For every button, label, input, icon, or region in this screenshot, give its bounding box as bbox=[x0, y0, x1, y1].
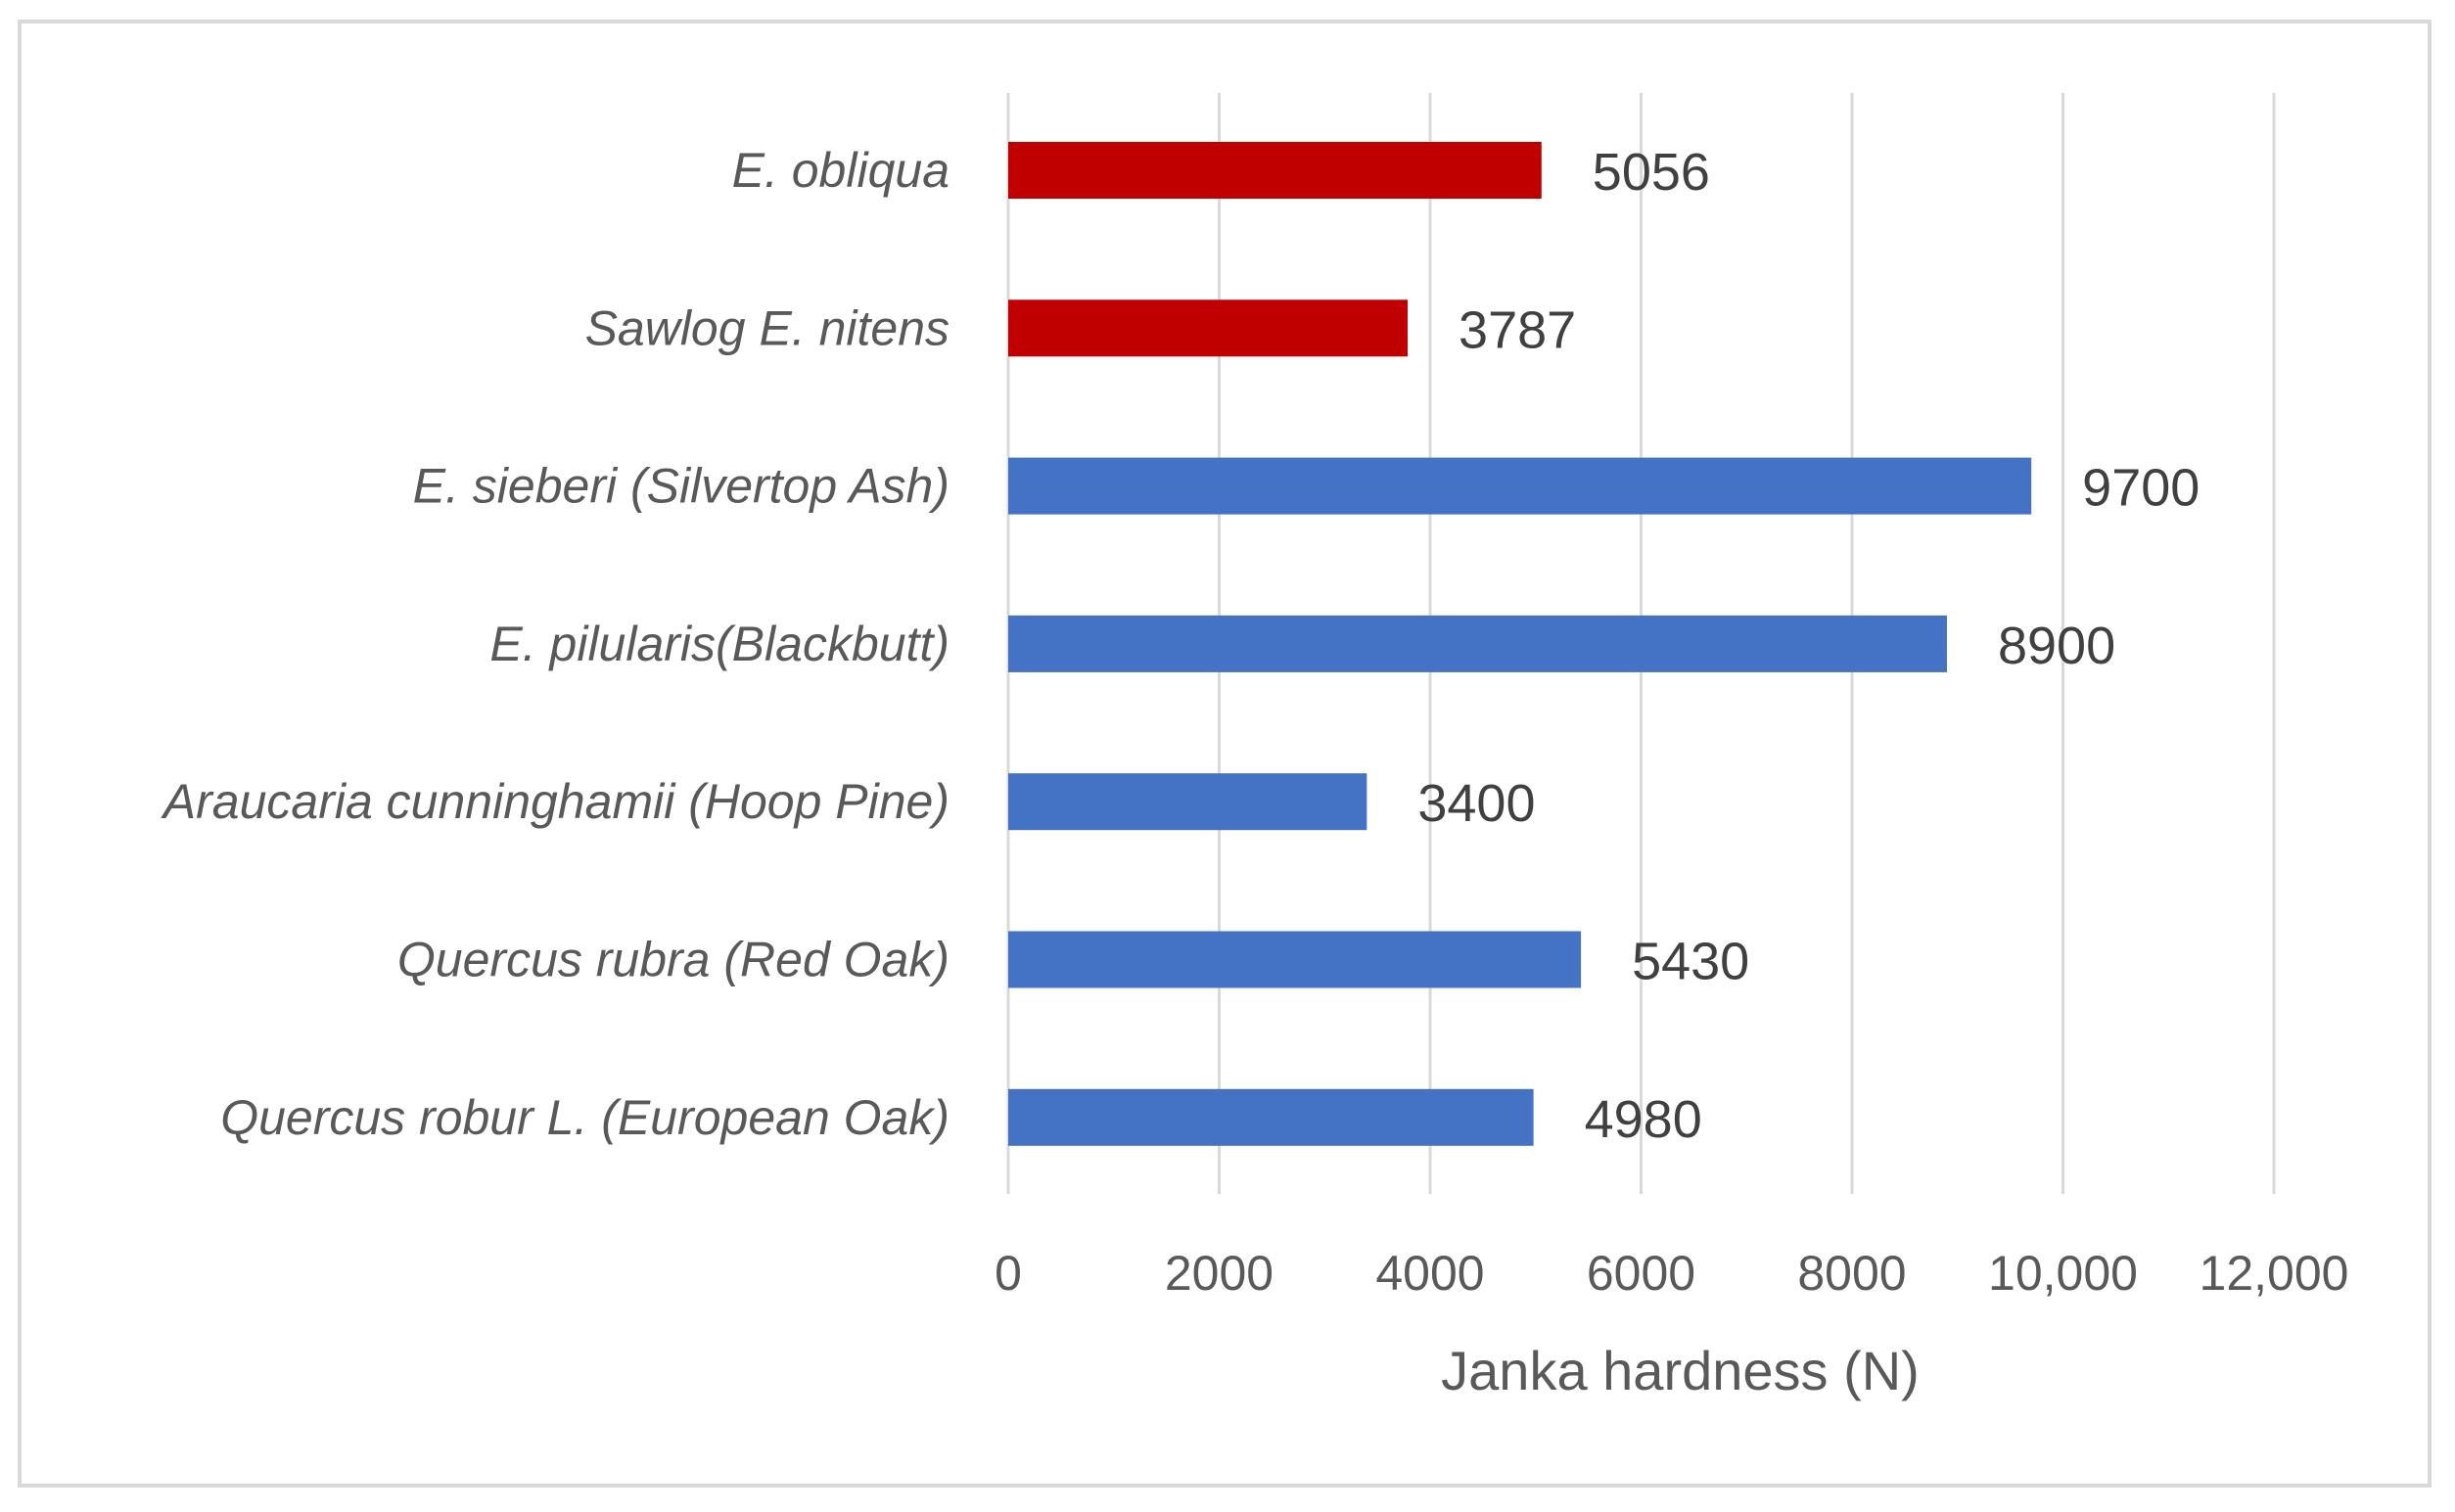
data-label: 9700 bbox=[2082, 459, 2200, 518]
bar bbox=[1008, 773, 1367, 831]
chart-frame bbox=[18, 20, 2432, 1488]
category-label: Araucaria cunninghamii (Hoop Pine) bbox=[161, 774, 950, 829]
data-label: 8900 bbox=[1998, 617, 2115, 675]
bar bbox=[1008, 1088, 1534, 1146]
data-label: 5056 bbox=[1593, 143, 1710, 202]
bar bbox=[1008, 931, 1582, 988]
category-label: Quercus rubra (Red Oak) bbox=[397, 933, 950, 987]
category-labels: E. obliqua Sawlog E. nitens E. sieberi (Si… bbox=[161, 143, 950, 1145]
x-tick-label: 4000 bbox=[1375, 1246, 1484, 1301]
data-label: 4980 bbox=[1585, 1090, 1702, 1149]
category-label: E. obliqua bbox=[732, 143, 950, 198]
x-tick-label: 0 bbox=[995, 1246, 1022, 1301]
x-tick-labels: 0 2000 4000 6000 8000 10,000 12,000 bbox=[995, 1246, 2348, 1301]
data-label: 3787 bbox=[1459, 300, 1576, 359]
bar bbox=[1008, 142, 1542, 199]
bar bbox=[1008, 299, 1409, 357]
category-label: E. sieberi (Silvertop Ash) bbox=[413, 459, 950, 514]
x-tick-label: 6000 bbox=[1587, 1246, 1695, 1301]
category-label: Quercus robur L. (European Oak) bbox=[220, 1090, 950, 1145]
bars bbox=[1008, 142, 2032, 1146]
x-tick-label: 12,000 bbox=[2200, 1246, 2349, 1301]
data-labels: 5056 3787 9700 8900 3400 5430 4980 bbox=[1417, 143, 2200, 1149]
category-label: E. pilularis(Blackbutt) bbox=[489, 617, 950, 671]
bar bbox=[1008, 615, 1947, 672]
x-tick-label: 8000 bbox=[1797, 1246, 1906, 1301]
category-label: Sawlog E. nitens bbox=[585, 300, 950, 355]
data-label: 5430 bbox=[1632, 933, 1749, 991]
x-tick-label: 2000 bbox=[1165, 1246, 1274, 1301]
x-axis-title: Janka hardness (N) bbox=[1441, 1340, 1920, 1401]
bar bbox=[1008, 457, 2032, 515]
x-tick-label: 10,000 bbox=[1988, 1246, 2138, 1301]
data-label: 3400 bbox=[1417, 774, 1535, 833]
